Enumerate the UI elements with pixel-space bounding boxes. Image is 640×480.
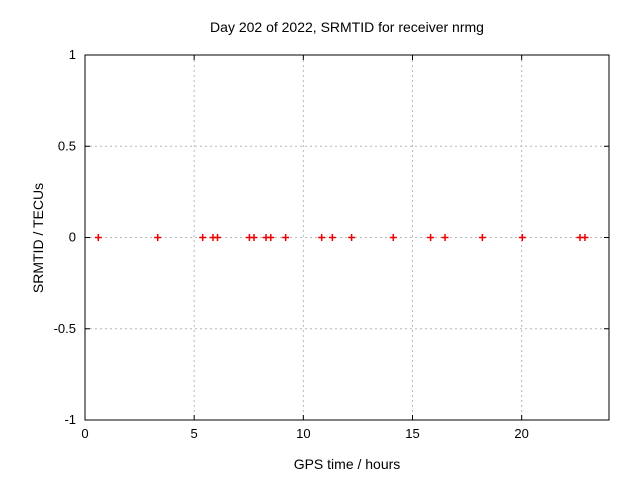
data-point-marker: [348, 234, 356, 241]
x-tick-label: 15: [405, 426, 419, 441]
data-point-marker: [214, 234, 222, 241]
y-tick-label: 0: [69, 230, 76, 245]
data-point-marker: [267, 234, 275, 241]
data-point-marker: [282, 234, 290, 241]
data-point-marker: [199, 234, 207, 241]
data-point-marker: [94, 234, 102, 241]
y-tick-label: 1: [69, 47, 76, 62]
data-point-marker: [328, 234, 336, 241]
x-tick-label: 0: [81, 426, 88, 441]
data-point-marker: [581, 234, 589, 241]
data-point-marker: [318, 234, 326, 241]
y-tick-label: -0.5: [54, 321, 76, 336]
data-point-marker: [427, 234, 435, 241]
data-point-marker: [250, 234, 258, 241]
y-tick-label: 0.5: [58, 138, 76, 153]
data-point-marker: [478, 234, 486, 241]
x-tick-label: 5: [191, 426, 198, 441]
y-tick-label: -1: [64, 412, 76, 427]
data-point-marker: [389, 234, 397, 241]
data-point-marker: [518, 234, 526, 241]
data-point-marker: [441, 234, 449, 241]
x-axis-label: GPS time / hours: [293, 456, 401, 472]
chart-title: Day 202 of 2022, SRMTID for receiver nrm…: [210, 19, 484, 35]
data-point-marker: [154, 234, 162, 241]
x-tick-label: 10: [296, 426, 310, 441]
x-tick-label: 20: [514, 426, 528, 441]
